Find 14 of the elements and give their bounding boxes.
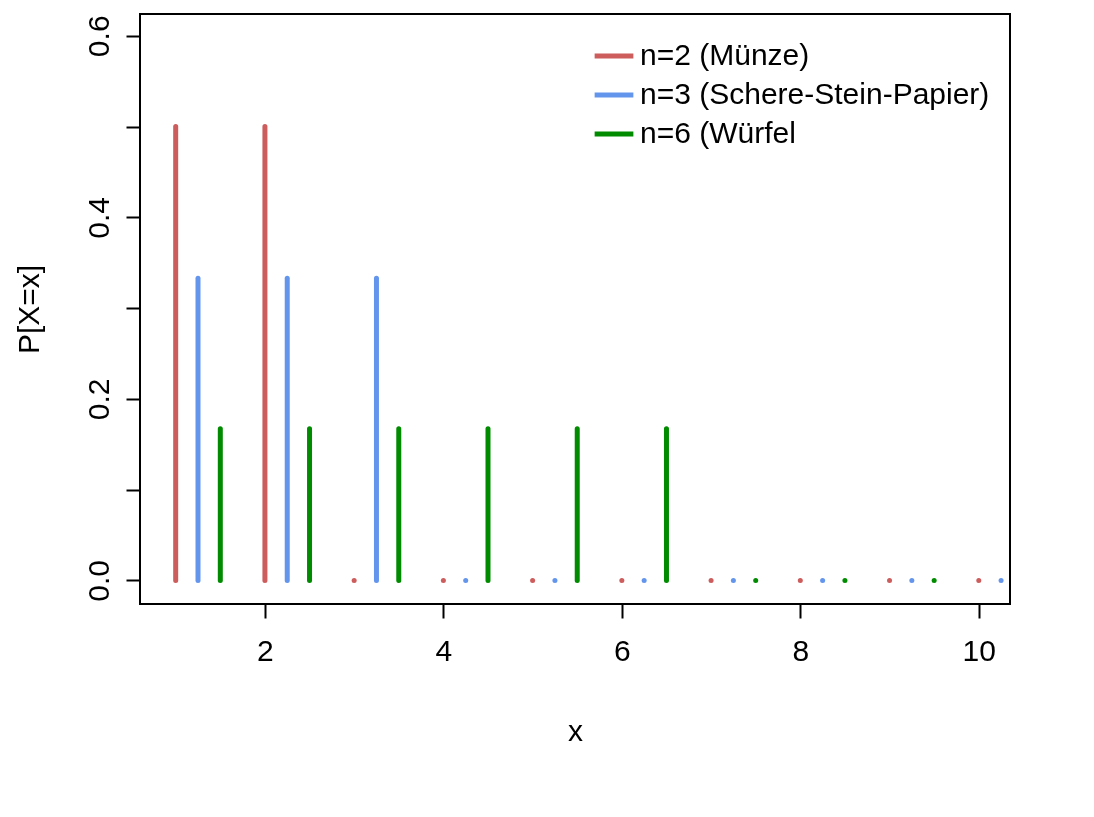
legend-label: n=6 (Würfel [640, 116, 796, 149]
y-tick-label: 0.6 [81, 15, 115, 58]
y-tick-label: 0.4 [81, 196, 115, 239]
y-tick-label: 0.0 [81, 560, 115, 602]
y-axis-title: P[X=x] [11, 264, 45, 355]
legend-label: n=2 (Münze) [640, 38, 810, 71]
x-tick-label: 4 [435, 633, 453, 667]
y-tick-label: 0.2 [81, 378, 115, 421]
x-tick-label: 2 [257, 633, 274, 667]
x-tick-label: 8 [792, 633, 810, 667]
x-tick-label: 6 [614, 633, 631, 667]
x-axis-title: x [568, 713, 583, 747]
x-tick-label: 10 [962, 633, 996, 667]
legend-label: n=3 (Schere-Stein-Papier) [640, 77, 990, 110]
